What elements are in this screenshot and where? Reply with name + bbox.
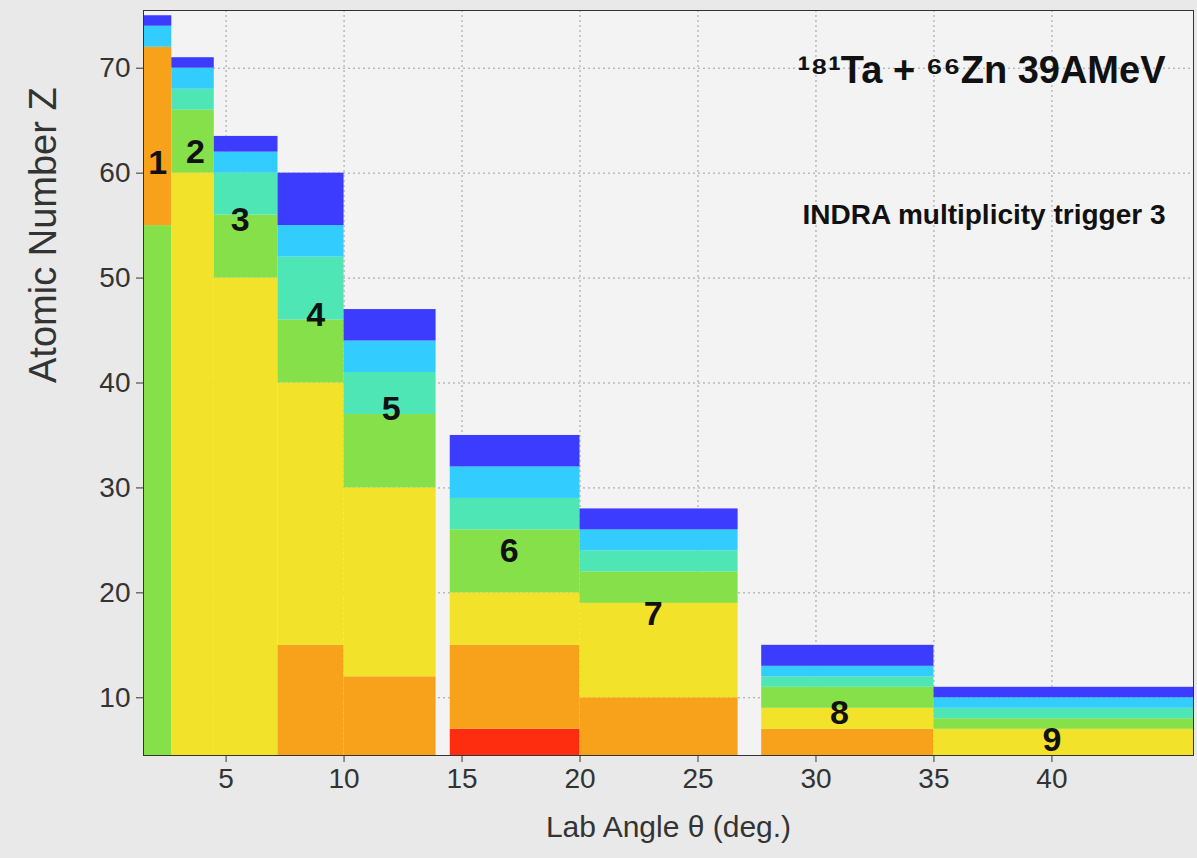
svg-text:50: 50 [99, 262, 130, 293]
svg-text:1: 1 [148, 143, 167, 181]
svg-text:25: 25 [682, 763, 713, 794]
svg-text:Lab Angle θ (deg.): Lab Angle θ (deg.) [546, 810, 791, 843]
svg-text:6: 6 [500, 531, 519, 569]
svg-text:40: 40 [99, 367, 130, 398]
svg-text:10: 10 [328, 763, 359, 794]
svg-text:Atomic Number Z: Atomic Number Z [22, 87, 64, 383]
svg-text:9: 9 [1042, 720, 1061, 758]
svg-text:INDRA multiplicity trigger 3: INDRA multiplicity trigger 3 [802, 199, 1165, 230]
svg-text:8: 8 [830, 693, 849, 731]
svg-text:70: 70 [99, 52, 130, 83]
svg-text:20: 20 [564, 763, 595, 794]
svg-text:¹⁸¹Ta + ⁶⁶Zn 39AMeV: ¹⁸¹Ta + ⁶⁶Zn 39AMeV [798, 49, 1167, 91]
svg-text:10: 10 [99, 682, 130, 713]
svg-text:35: 35 [918, 763, 949, 794]
svg-text:40: 40 [1036, 763, 1067, 794]
svg-text:30: 30 [800, 763, 831, 794]
svg-text:15: 15 [446, 763, 477, 794]
svg-text:20: 20 [99, 577, 130, 608]
svg-text:5: 5 [382, 389, 401, 427]
svg-text:60: 60 [99, 157, 130, 188]
svg-text:3: 3 [231, 200, 250, 238]
svg-text:7: 7 [644, 594, 663, 632]
svg-text:2: 2 [186, 132, 205, 170]
svg-text:5: 5 [218, 763, 234, 794]
svg-text:30: 30 [99, 472, 130, 503]
svg-text:4: 4 [306, 295, 325, 333]
